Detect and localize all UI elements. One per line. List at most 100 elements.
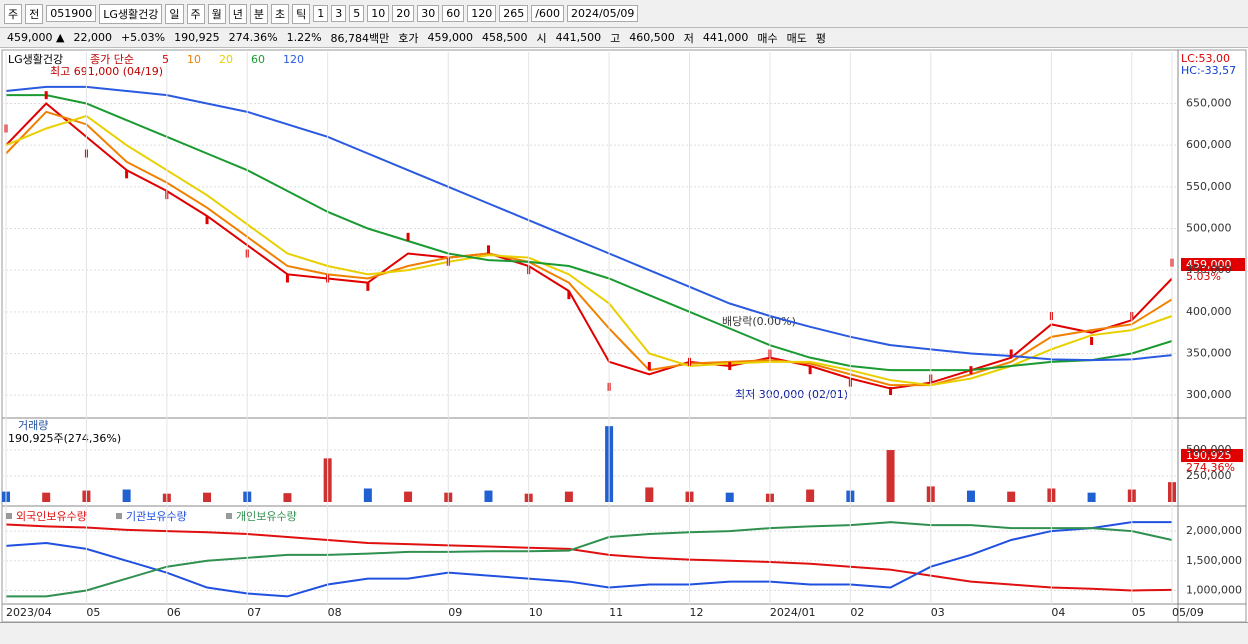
volume-bar [1087, 492, 1096, 502]
toolbar-item[interactable]: 월 [207, 3, 226, 24]
x-tick-label: 2023/04 [6, 606, 52, 619]
x-tick-label: 07 [247, 606, 261, 619]
toolbar-item[interactable]: 2024/05/09 [566, 5, 639, 22]
toolbar-item[interactable]: 초 [271, 3, 290, 24]
legend-entry: 개인보유수량 [236, 510, 297, 523]
volume-bar [886, 450, 895, 502]
price-mark [486, 245, 490, 254]
legend-swatch [226, 513, 232, 519]
x-tick-label: 05 [1132, 606, 1146, 619]
toolbar-item[interactable]: 전 [25, 3, 44, 24]
quote-item[interactable]: 1.22% [286, 31, 322, 44]
quote-item[interactable]: 190,925 [174, 31, 220, 44]
quote-item[interactable]: 441,500 [555, 31, 602, 44]
legend-entry: 10 [187, 53, 201, 66]
quote-item[interactable]: +5.03% [120, 31, 166, 44]
x-tick-label: 05/09 [1172, 606, 1204, 619]
y-tick-label: 500,000 [1186, 222, 1232, 235]
quote-item[interactable]: 22,000 [73, 31, 112, 44]
quote-item[interactable]: 460,500 [629, 31, 675, 44]
x-tick-label: 06 [167, 606, 181, 619]
pane-title: 거래량 [18, 419, 48, 432]
legend-title: LG생활건강 [8, 52, 63, 66]
y-tick-label: 350,000 [1186, 347, 1232, 360]
quote-item[interactable]: 274.36% [228, 31, 278, 44]
toolbar-item[interactable]: 10 [367, 5, 390, 22]
legend-entry: 20 [219, 53, 233, 66]
quote-item[interactable]: 매도 [786, 31, 807, 45]
volume-bar [725, 492, 734, 502]
toolbar-item[interactable]: 주 [186, 3, 205, 24]
toolbar-item[interactable]: 년 [228, 3, 247, 24]
x-tick-label: 02 [850, 606, 864, 619]
y-tick-label: 550,000 [1186, 180, 1232, 193]
series-line [5, 114, 1173, 387]
toolbar-item[interactable]: 20 [392, 5, 415, 22]
annotation: 배당락(0.00%) [722, 315, 796, 328]
quote-item[interactable]: 호가 [398, 31, 419, 45]
quote-item[interactable]: 고 [610, 31, 621, 45]
price-mark [366, 282, 370, 291]
y-tick-label: 250,000 [1186, 469, 1232, 482]
quote-item[interactable]: 86,784백만 [330, 31, 390, 45]
volume-bar [283, 493, 292, 502]
last-volume: 190,925 [1186, 449, 1232, 462]
toolbar-item[interactable]: 1 [313, 5, 329, 22]
annotation: 최고 691,000 (04/19) [50, 65, 163, 78]
toolbar-item[interactable]: 3 [331, 5, 347, 22]
toolbar-item[interactable]: 120 [467, 5, 497, 22]
quote-item[interactable]: 458,500 [482, 31, 528, 44]
toolbar-item[interactable]: 틱 [292, 3, 311, 24]
toolbar-item[interactable]: 분 [249, 3, 269, 24]
y-tick-label: 650,000 [1186, 97, 1232, 110]
last-ratio: 274,36% [1186, 461, 1235, 474]
series-line [5, 110, 1173, 387]
chart: 최고 691,000 (04/19) 배당락(0.00%) 최저 300,000… [1, 49, 1247, 622]
toolbar-item[interactable]: 5 [349, 5, 365, 22]
legend-entry: 120 [283, 53, 304, 66]
price-mark [205, 216, 209, 225]
volume-box [1181, 449, 1243, 462]
legend-entry: 기관보유수량 [126, 510, 187, 523]
quote-item[interactable]: 459,000 [427, 31, 474, 44]
y-tick-label: 2,000,000 [1186, 524, 1242, 537]
x-tick-label: 03 [931, 606, 945, 619]
x-tick-label: 10 [529, 606, 543, 619]
y-tick-label: 1,500,000 [1186, 554, 1242, 567]
x-tick-label: 04 [1051, 606, 1065, 619]
price-mark [44, 91, 48, 100]
quote-item[interactable]: 459,000 ▲ [7, 31, 65, 44]
toolbar-item[interactable]: 051900 [46, 5, 97, 22]
legend-prefix: 종가 단순 [90, 53, 134, 66]
volume-bar [645, 487, 654, 502]
volume-bar [806, 489, 815, 502]
toolbar-item[interactable]: 주 [4, 3, 23, 24]
toolbar-item[interactable]: 60 [442, 5, 465, 22]
toolbar-item[interactable]: /600 [531, 5, 564, 22]
price-mark [1090, 337, 1094, 345]
price-mark [969, 366, 973, 375]
y-tick-label: 400,000 [1186, 305, 1232, 318]
price-mark [125, 170, 129, 179]
price-mark [567, 291, 571, 300]
lc: LC:53,00 [1181, 52, 1230, 65]
series-line [5, 521, 1172, 598]
quote-item[interactable]: 평 [815, 31, 827, 45]
price-mark [889, 387, 893, 395]
volume-bar [1007, 491, 1016, 502]
toolbar-item[interactable]: 265 [499, 5, 529, 22]
annotation: 최저 300,000 (02/01) [735, 388, 848, 401]
x-tick-label: 05 [86, 606, 100, 619]
x-tick-label: 2024/01 [770, 606, 816, 619]
toolbar-item[interactable]: LG생활건강 [99, 3, 163, 24]
quote-item[interactable]: 매수 [757, 31, 778, 45]
series-line [6, 521, 1173, 598]
toolbar-item[interactable]: 일 [165, 3, 184, 24]
volume-bar [363, 488, 372, 502]
legend-entry: 외국인보유수량 [16, 510, 87, 523]
quote-item[interactable]: 저 [683, 31, 694, 45]
quote-item[interactable]: 441,000 [702, 31, 749, 44]
quote-item[interactable]: 시 [536, 31, 547, 45]
toolbar-item[interactable]: 30 [417, 5, 440, 22]
